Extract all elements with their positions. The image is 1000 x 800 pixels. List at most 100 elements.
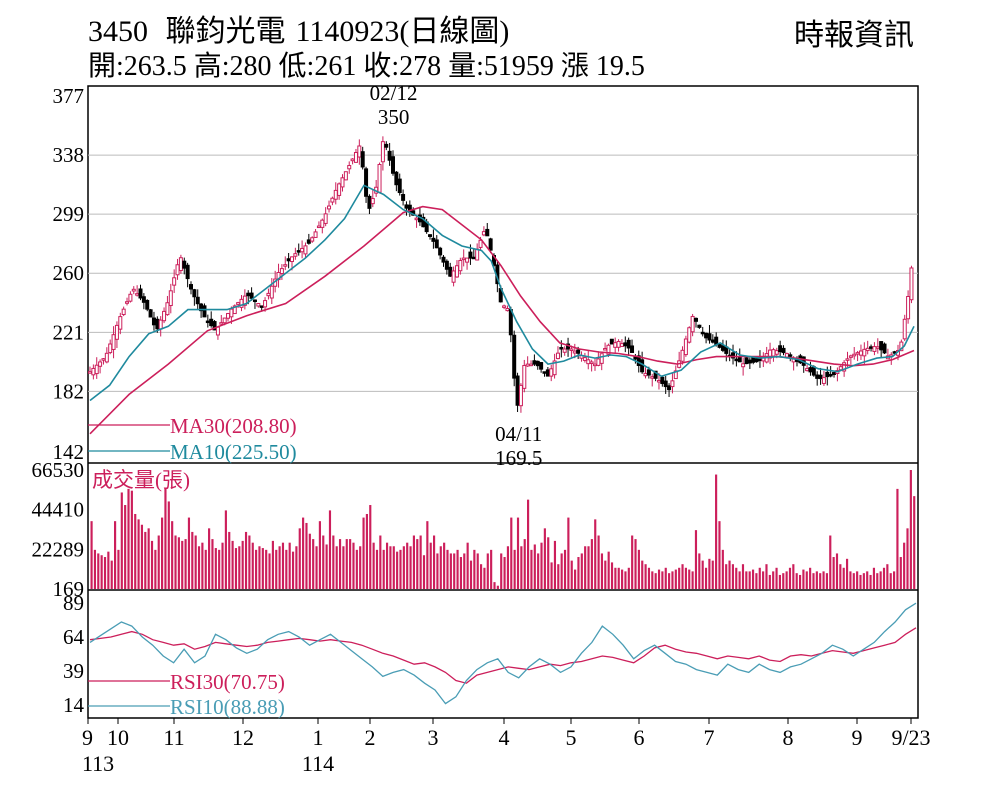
volume-bar: [332, 535, 335, 589]
candle-body: [357, 145, 362, 158]
volume-bar: [244, 531, 248, 589]
volume-bar: [580, 553, 583, 589]
candle-body: [687, 327, 692, 343]
volume-bar: [698, 553, 701, 589]
volume-bar: [852, 573, 855, 589]
candle-body: [646, 369, 651, 376]
candle-body: [741, 363, 746, 368]
candle-body: [283, 264, 288, 267]
volume-bar: [265, 549, 268, 589]
candle-body: [185, 264, 190, 280]
chart-title: 3450 聯鈞光電 1140923(日線圖): [88, 6, 519, 50]
candle-body: [656, 379, 661, 383]
volume-bar: [161, 517, 164, 589]
volume-bar: [473, 549, 476, 589]
volume-bar: [406, 542, 409, 589]
volume-bar: [298, 528, 301, 589]
volume-bar: [355, 549, 358, 589]
candle-body: [683, 338, 688, 356]
volume-tick-label: 44410: [32, 498, 85, 522]
volume-bar: [590, 539, 593, 589]
volume-bar: [483, 567, 486, 589]
volume-bar: [369, 505, 372, 589]
candle-body: [545, 369, 550, 377]
candle-body: [246, 292, 251, 297]
low-date-label: 04/11: [495, 422, 542, 446]
volume-bar: [382, 549, 385, 589]
candle-body: [606, 344, 611, 355]
candle-body: [303, 245, 308, 255]
volume-bar: [429, 542, 432, 589]
volume-bar: [315, 546, 318, 589]
volume-bar: [862, 573, 865, 589]
x-tick-label: 10: [107, 725, 129, 750]
chart-frame: [87, 85, 919, 719]
candle-body: [306, 239, 311, 244]
volume-bar: [765, 564, 768, 589]
candle-body: [747, 359, 752, 364]
candle-body: [653, 370, 658, 379]
candle-body: [663, 380, 668, 388]
volume-bar: [540, 542, 543, 589]
volume-bar: [201, 542, 204, 589]
volume-bar: [570, 560, 573, 589]
rsi10-line: [89, 602, 917, 705]
volume-bar: [349, 539, 352, 589]
volume-bar: [668, 573, 671, 589]
volume-bar: [792, 564, 795, 589]
candle-body: [212, 321, 217, 331]
volume-bar: [798, 574, 802, 589]
candle-body: [771, 349, 776, 357]
volume-bar: [782, 573, 785, 589]
candle-body: [353, 152, 358, 163]
volume-bar: [788, 567, 792, 589]
volume-bar: [419, 535, 422, 589]
candle-body: [818, 374, 823, 380]
candle-body: [384, 143, 389, 148]
volume-bar: [882, 567, 886, 589]
volume-bar: [869, 574, 872, 589]
x-tick-label: 2: [365, 725, 376, 750]
candle-body: [559, 347, 564, 350]
candle-body: [465, 257, 470, 263]
candle-body: [508, 309, 513, 336]
x-tick-label: 11: [163, 725, 184, 750]
volume-bar: [103, 557, 107, 589]
candle-body: [869, 346, 874, 349]
candle-body: [135, 293, 140, 296]
candle-body: [249, 292, 254, 299]
candle-body: [623, 342, 628, 347]
candle-body: [475, 248, 480, 261]
volume-bar: [90, 521, 93, 589]
candle-body: [347, 165, 352, 170]
volume-bar: [762, 571, 765, 589]
volume-bar: [453, 553, 456, 589]
x-tick-label: 3: [428, 725, 439, 750]
volume-bar: [805, 571, 808, 589]
x-tick-label: 7: [704, 725, 715, 750]
candle-body: [525, 363, 530, 367]
candle-body: [690, 315, 695, 333]
candle-body: [111, 334, 116, 350]
volume-bar: [520, 546, 523, 589]
candle-body: [744, 357, 749, 365]
volume-bar: [258, 546, 261, 589]
volume-bar: [600, 553, 604, 589]
candle-body: [370, 198, 375, 205]
volume-bar: [577, 557, 580, 589]
volume-bar: [903, 542, 906, 589]
candle-body: [188, 284, 193, 290]
candle-body: [788, 354, 793, 357]
volume-bar: [563, 549, 567, 589]
volume-bar: [308, 533, 311, 589]
candle-body: [734, 358, 739, 362]
candle-body: [94, 364, 99, 375]
x-tick-label: 4: [499, 725, 510, 750]
candle-body: [236, 302, 241, 305]
candle-body: [168, 290, 173, 307]
candle-body: [751, 357, 756, 363]
candle-body: [269, 285, 274, 299]
volume-bar: [553, 540, 557, 589]
volume-bar: [694, 530, 698, 589]
volume-bar: [530, 549, 533, 589]
